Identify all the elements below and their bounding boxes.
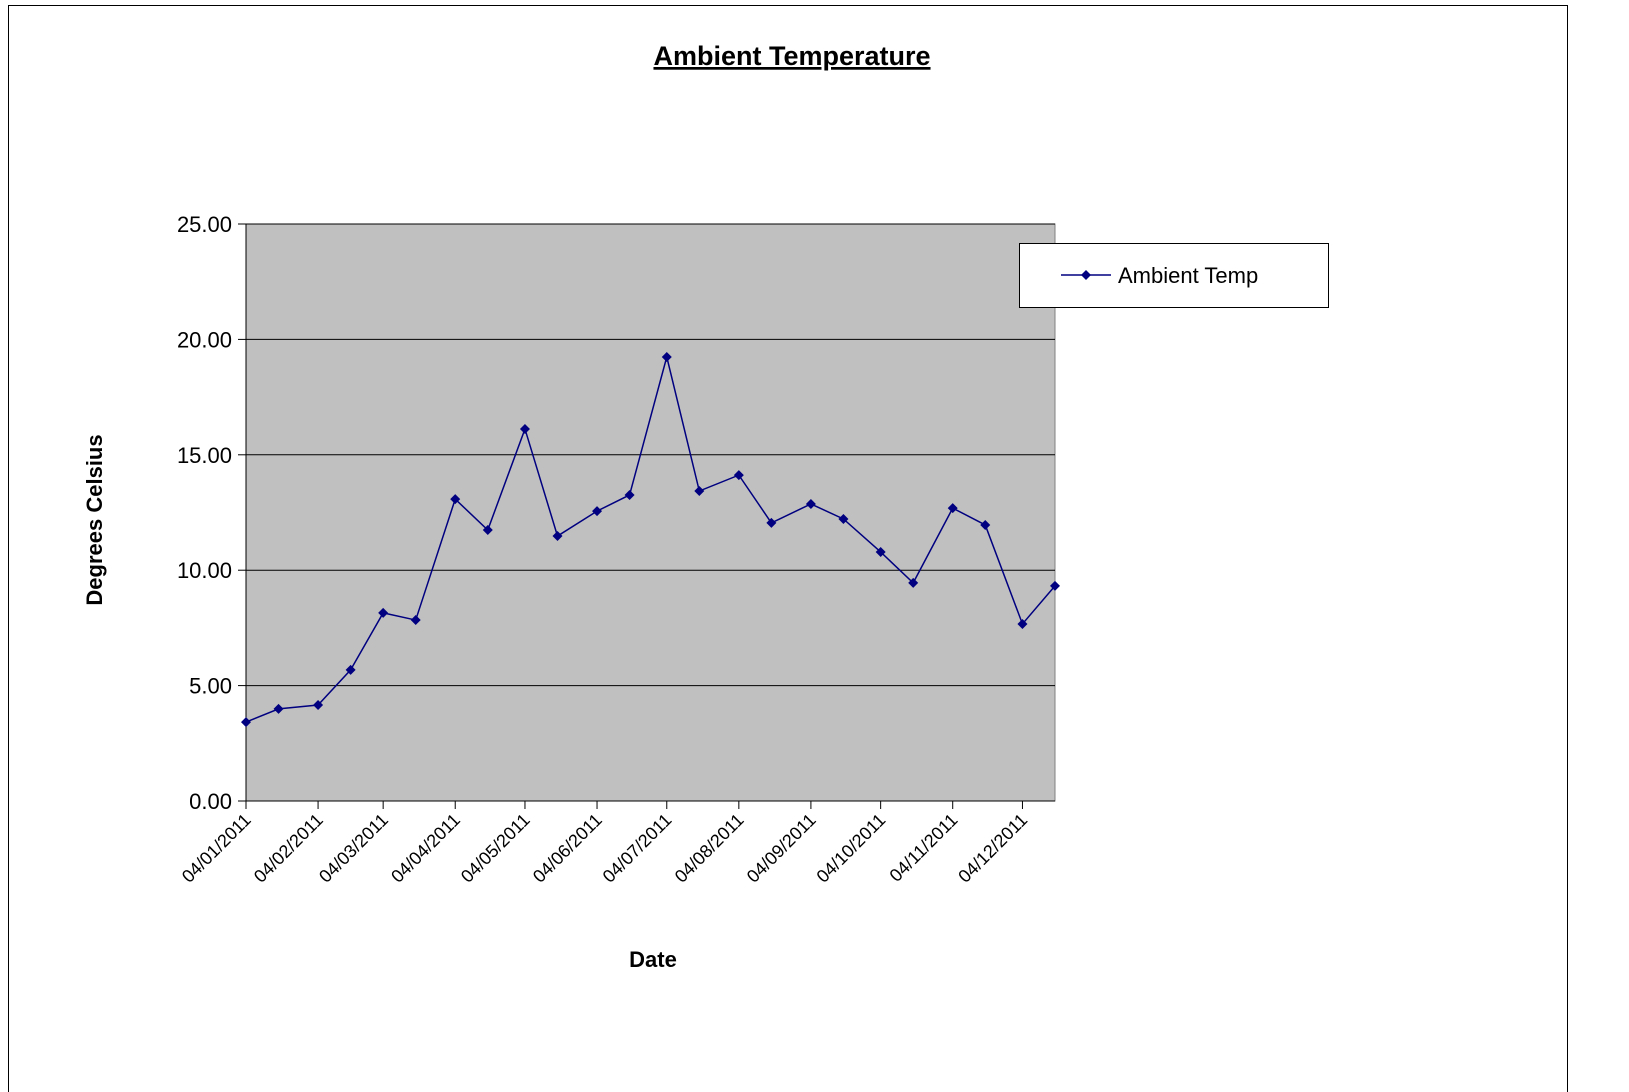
data-point [947, 503, 958, 514]
plot-area [245, 223, 1056, 802]
data-point [624, 489, 635, 500]
data-point [592, 506, 603, 517]
legend-label: Ambient Temp [1118, 263, 1258, 288]
data-point [450, 494, 461, 505]
data-point [661, 351, 672, 362]
data-point [519, 423, 530, 434]
data-point [313, 699, 324, 710]
data-point [1050, 580, 1060, 591]
data-point [733, 470, 744, 481]
data-point [552, 531, 563, 542]
data-point [1017, 618, 1028, 629]
y-axis-label: Degrees Celsius [82, 434, 107, 605]
data-point [410, 615, 421, 626]
x-axis-label: Date [629, 947, 677, 972]
data-point [378, 607, 389, 618]
data-point [980, 519, 991, 530]
legend-marker [1081, 270, 1091, 280]
data-point [805, 498, 816, 509]
y-tick-label: 25.00 [177, 212, 232, 237]
data-point [482, 525, 493, 536]
data-point [273, 703, 284, 714]
data-point [766, 517, 777, 528]
y-tick-label: 10.00 [177, 558, 232, 583]
data-point [694, 486, 705, 497]
data-point [838, 513, 849, 524]
y-tick-label: 15.00 [177, 443, 232, 468]
y-tick-label: 0.00 [189, 789, 232, 814]
data-point [345, 664, 356, 675]
data-point [908, 577, 919, 588]
data-point [875, 546, 886, 557]
y-tick-label: 20.00 [177, 327, 232, 352]
series-line [245, 356, 1056, 723]
chart-title: Ambient Temperature [653, 41, 930, 71]
y-tick-label: 5.00 [189, 674, 232, 699]
data-point [241, 717, 251, 728]
